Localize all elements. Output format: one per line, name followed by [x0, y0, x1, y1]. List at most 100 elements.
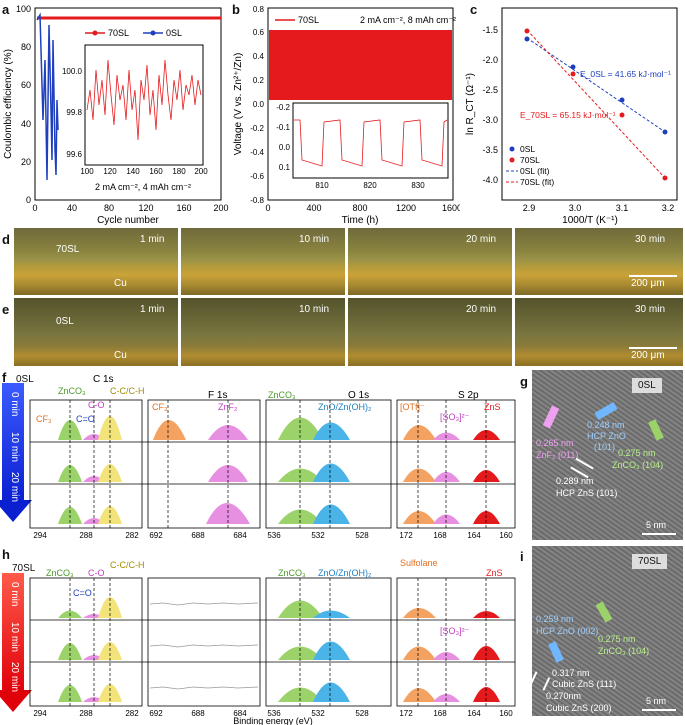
panel-b-label: b [232, 2, 240, 17]
panel-a-yticks: 0 20 40 60 80 100 [16, 4, 31, 205]
d-image-3: 20 min [348, 228, 512, 295]
g-label: HCP ZnS (101) [556, 488, 618, 498]
c-ytick: -1.5 [482, 25, 498, 35]
b-legend: 70SL [298, 15, 319, 25]
g-scale: 5 nm [646, 520, 667, 530]
a-inset-ytick: 100.0 [62, 67, 83, 76]
g-label: 0.248 nm [587, 420, 625, 430]
f-xtick: 164 [467, 531, 481, 540]
a-xtick: 200 [213, 203, 228, 213]
f-f-peak [153, 420, 186, 440]
f-sample: 0SL [16, 374, 34, 385]
f-xtick: 160 [499, 531, 513, 540]
f-xtick: 294 [33, 531, 47, 540]
a-inset-xtick: 180 [172, 167, 186, 176]
f-xtick: 168 [433, 531, 447, 540]
i-label: 0.259 nm [536, 614, 574, 624]
c-legend: 0SL (fit) [520, 166, 550, 176]
h-s-peak [403, 608, 436, 618]
b-inset-xtick: 820 [363, 181, 377, 190]
a-ylabel: Coulombic efficiency (%) [3, 49, 14, 159]
f-region: O 1s [348, 390, 369, 401]
panel-f-label: f [2, 370, 7, 385]
i-label: Cubic ZnS (111) [552, 679, 617, 689]
e-time: 30 min [635, 304, 666, 315]
f-xtick: 282 [125, 531, 139, 540]
i-label: 0.270nm [546, 691, 582, 701]
c-ytick: -4.0 [482, 175, 498, 185]
panel-b-chart: -0.8 -0.6 -0.4 -0.2 0.0 0.2 0.4 0.6 0.8 … [233, 5, 460, 226]
a-ytick: 40 [21, 119, 31, 129]
h-s-label: [SO₃]²⁻ [440, 626, 470, 636]
f-xtick: 688 [191, 531, 205, 540]
c-ytick: -3.5 [482, 145, 498, 155]
f-xtick: 528 [355, 531, 369, 540]
f-xtick: 532 [311, 531, 325, 540]
g-marker [594, 402, 618, 420]
a-ytick: 80 [21, 42, 31, 52]
g-scale-bar [642, 533, 676, 535]
c-ylabel: ln R_CT (Ω⁻¹) [465, 73, 476, 135]
a-inset-ytick: 99.6 [66, 150, 82, 159]
d-image-1: 70SL 1 min Cu [14, 228, 178, 295]
f-region: F 1s [208, 390, 227, 401]
h-xtick: 692 [149, 709, 163, 718]
panel-h-label: h [2, 547, 10, 562]
panel-e-label: e [2, 302, 10, 317]
a-xlabel: Cycle number [97, 215, 159, 226]
i-tem-image: 70SL 0.259 nm HCP ZnO (002) 0.275 nm ZnC… [532, 546, 683, 716]
e-time: 10 min [299, 304, 330, 315]
h-xlabel: Binding energy (eV) [233, 716, 313, 725]
a-inset-xtick: 100 [80, 167, 94, 176]
f-o-label: ZnCO₃ [268, 390, 296, 400]
h-xtick: 532 [311, 709, 325, 718]
g-marker [648, 419, 664, 441]
c-point-0sl [570, 64, 576, 70]
h-xtick: 684 [233, 709, 247, 718]
f-c-label: C-O [88, 400, 105, 410]
b-xtick: 400 [306, 203, 321, 213]
a-inset-ytick: 99.8 [66, 108, 82, 117]
b-xtick: 1600 [442, 203, 460, 213]
panel-f-xps: C 1s F 1s O 1s S 2p [29, 374, 516, 540]
i-label: 0.317 nm [552, 668, 590, 678]
c-point-70sl [662, 175, 668, 181]
c-point-0sl [524, 36, 530, 42]
c-ytick: -2.5 [482, 85, 498, 95]
g-marker [542, 405, 560, 429]
f-time: 0 min [9, 392, 20, 417]
h-s-label: ZnS [486, 568, 503, 578]
b-ytick: -0.4 [250, 148, 264, 157]
g-label: (101) [594, 442, 616, 452]
b-inset-ytick: 0.0 [279, 143, 291, 152]
f-xtick: 172 [399, 531, 413, 540]
i-label: 0.275 nm [598, 634, 636, 644]
a-legend-0sl: 0SL [166, 28, 182, 38]
c-xtick: 2.9 [523, 203, 536, 213]
f-c-label: ZnCO₃ [58, 386, 86, 396]
f-region: S 2p [458, 390, 479, 401]
h-xtick: 168 [433, 709, 447, 718]
i-label: ZnCO₃ (104) [598, 646, 650, 656]
b-series-band [269, 30, 452, 100]
a-inset-xtick: 120 [103, 167, 117, 176]
a-xtick: 0 [32, 203, 37, 213]
a-condition: 2 mA cm⁻², 4 mAh cm⁻² [95, 182, 191, 192]
b-inset-ytick: -0.2 [276, 103, 290, 112]
b-inset-xtick: 830 [411, 181, 425, 190]
e-scale: 200 μm [631, 350, 665, 361]
b-ylabel: Voltage (V vs. Zn²⁺/Zn) [233, 53, 244, 156]
h-time-arrow [2, 573, 24, 693]
i-marker [548, 641, 564, 663]
h-time: 10 min [9, 622, 20, 653]
h-c-label: C=O [73, 588, 92, 598]
f-region: C 1s [93, 374, 114, 385]
d-sample: 70SL [56, 244, 80, 255]
f-o-peak [278, 417, 323, 440]
h-c-label: ZnCO₃ [46, 568, 74, 578]
f-c-label: CF₃ [36, 414, 52, 424]
a-ytick: 100 [16, 4, 31, 14]
h-o-peak [278, 600, 323, 618]
a-legend-70sl: 70SL [108, 28, 129, 38]
b-ytick: 0.6 [253, 28, 265, 37]
